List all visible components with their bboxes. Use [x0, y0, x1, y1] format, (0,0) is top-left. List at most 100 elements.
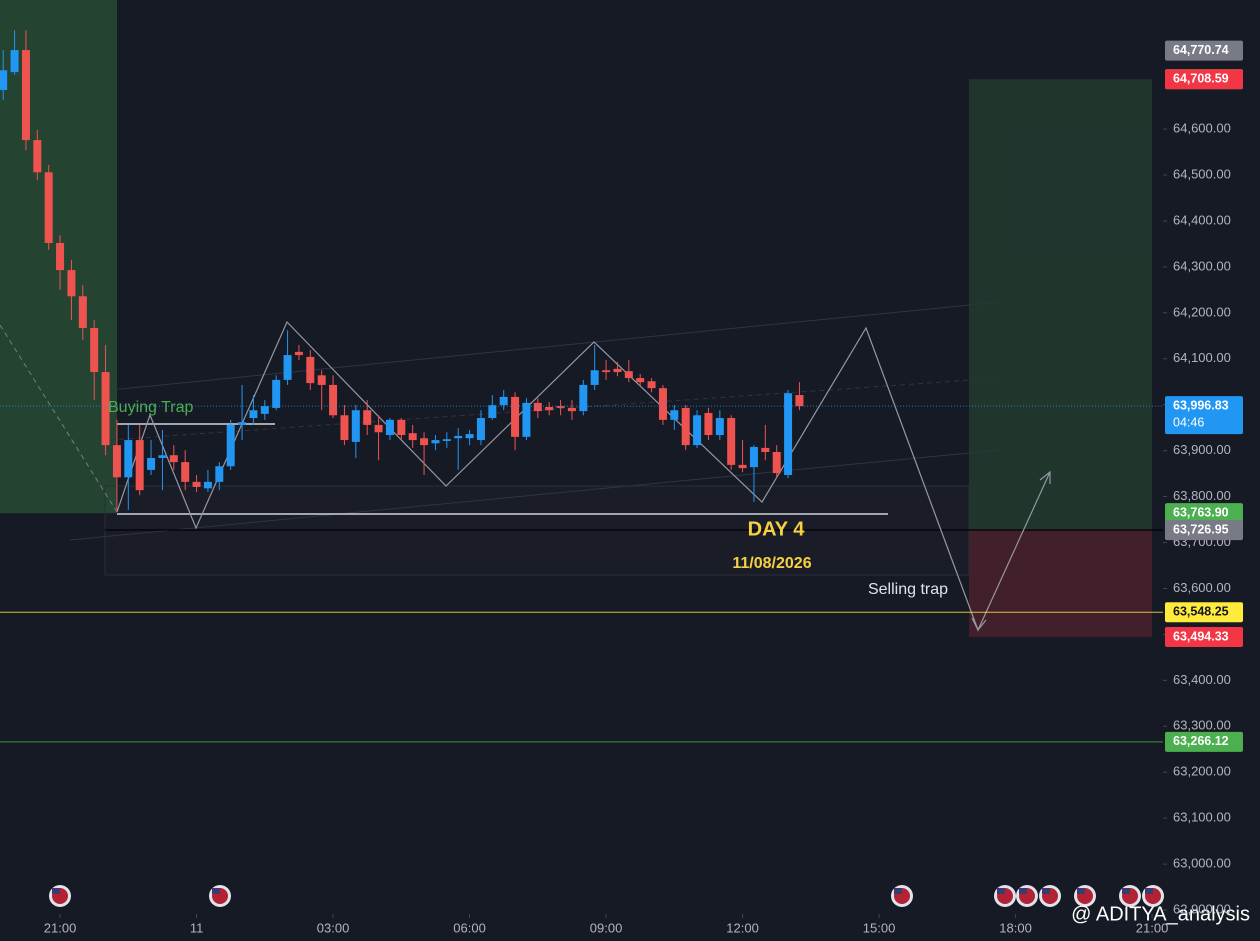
candle-body	[522, 402, 531, 437]
candle-body	[101, 372, 110, 446]
price-label-bg	[1165, 503, 1243, 524]
annotation: Selling trap	[868, 581, 948, 598]
price-label-bg	[1165, 626, 1243, 647]
candle-body	[738, 464, 747, 469]
candle-body	[545, 406, 554, 411]
candle-body	[693, 415, 702, 446]
price-label-bg	[1165, 396, 1243, 435]
price-label: 63,996.83	[1173, 398, 1229, 412]
candle-body	[590, 370, 599, 385]
candle-body	[749, 446, 758, 468]
candle-body	[238, 422, 247, 425]
event-icon-canton	[894, 888, 902, 894]
price-label-bg	[1165, 69, 1243, 90]
stop-zone	[969, 530, 1152, 637]
candle-body	[215, 466, 224, 482]
candle-body	[44, 172, 53, 244]
price-label: 63,266.12	[1173, 734, 1229, 748]
candle-body	[158, 455, 167, 458]
y-tick-label: 64,500.00	[1173, 166, 1231, 181]
event-icons	[49, 885, 1164, 907]
price-label: 64,770.74	[1173, 43, 1229, 57]
price-countdown: 04:46	[1173, 415, 1204, 429]
candle-body	[499, 396, 508, 406]
y-tick-label: 63,300.00	[1173, 718, 1231, 733]
candle-body	[283, 355, 292, 380]
event-icon-canton	[212, 888, 220, 894]
candle-body	[340, 415, 349, 441]
event-icon-canton	[52, 888, 60, 894]
candle-body	[147, 457, 156, 470]
candle-body	[374, 424, 383, 433]
candle-body	[442, 439, 451, 441]
candle-body	[647, 381, 656, 389]
x-tick-label: 21:00	[44, 920, 77, 935]
candle-body	[476, 418, 485, 441]
candle-body	[715, 418, 724, 436]
candle-body	[385, 419, 394, 436]
candle-body	[78, 296, 87, 328]
candle-body	[761, 447, 770, 453]
x-tick-label: 12:00	[726, 920, 759, 935]
x-tick-label: 06:00	[453, 920, 486, 935]
candle-body	[260, 406, 269, 414]
candle-body	[420, 438, 429, 446]
candle-body	[181, 462, 190, 482]
candle-body	[636, 378, 645, 383]
event-icon-canton	[997, 888, 1005, 894]
y-tick-label: 63,000.00	[1173, 856, 1231, 871]
channel-line	[109, 301, 1001, 391]
candle-body	[351, 410, 360, 442]
candle-body	[431, 440, 440, 444]
watermark: @ ADITYA_analysis	[1071, 903, 1250, 925]
zigzag-path	[116, 320, 1051, 632]
y-tick-label: 63,600.00	[1173, 580, 1231, 595]
candle-body	[249, 410, 258, 419]
candle-body	[556, 406, 565, 408]
price-label: 63,494.33	[1173, 629, 1229, 643]
candle-body	[408, 433, 417, 441]
candle-body	[294, 351, 303, 356]
candle-body	[10, 50, 19, 73]
candle-body	[203, 481, 212, 489]
candle-body	[317, 375, 326, 385]
y-tick-label: 63,100.00	[1173, 810, 1231, 825]
event-icon-canton	[1077, 888, 1085, 894]
candle-body	[772, 452, 781, 474]
candle-body	[56, 243, 65, 271]
price-label-bg	[1165, 731, 1243, 752]
channel-midline	[109, 377, 1001, 441]
candle-body	[624, 371, 633, 379]
candle-body	[90, 327, 99, 373]
x-tick-label: 21:00	[1136, 920, 1169, 935]
price-label: 63,548.25	[1173, 605, 1229, 619]
candle-body	[226, 424, 235, 467]
candle-body	[465, 434, 474, 439]
price-label: 64,708.59	[1173, 71, 1229, 85]
annotation: Buying Trap	[108, 399, 193, 416]
candle-body	[272, 379, 281, 408]
x-tick-label: 09:00	[590, 920, 623, 935]
channel-line	[69, 449, 1001, 541]
y-tick-label: 63,900.00	[1173, 442, 1231, 457]
y-tick-label: 63,400.00	[1173, 672, 1231, 687]
candle-body	[658, 388, 667, 420]
price-label-bg	[1165, 520, 1243, 541]
event-icon-canton	[1019, 888, 1027, 894]
drawings	[0, 301, 1163, 632]
y-tick-label: 64,200.00	[1173, 304, 1231, 319]
y-tick-label: 63,200.00	[1173, 764, 1231, 779]
candle-body	[33, 140, 42, 173]
y-tick-label: 64,300.00	[1173, 258, 1231, 273]
y-tick-label: 64,100.00	[1173, 350, 1231, 365]
candle-body	[511, 396, 520, 437]
candle-body	[306, 356, 315, 384]
candle-body	[169, 455, 178, 463]
candle-body	[192, 481, 201, 487]
price-label-bg	[1165, 602, 1243, 623]
candle-body	[727, 418, 736, 465]
candle-body	[0, 70, 8, 91]
x-tick-label: 11	[190, 920, 204, 935]
annotation: DAY 4	[748, 518, 806, 540]
candle-body	[363, 410, 372, 425]
